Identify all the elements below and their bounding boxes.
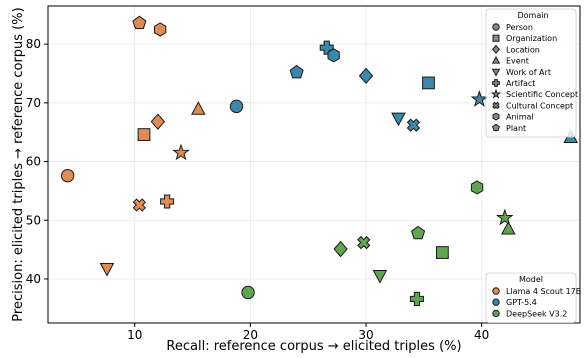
domain-legend-marker-event xyxy=(491,55,501,64)
data-point-llama-4-scout-17b-animal xyxy=(154,22,167,37)
domain-legend-label: Artifact xyxy=(506,79,535,88)
data-point-gpt-5-4-scientific-concept xyxy=(470,90,489,107)
domain-legend-label: Organization xyxy=(506,34,557,43)
plot-area xyxy=(47,5,581,324)
domain-legend-marker-plant xyxy=(492,123,500,132)
model-legend-label: Llama 4 Scout 17B xyxy=(506,287,581,296)
model-legend: Model Llama 4 Scout 17B GPT-5.4 DeepSeek V3… xyxy=(485,272,581,323)
domain-legend-label: Location xyxy=(506,45,540,54)
data-point-deepseek-v3-2-person xyxy=(241,285,255,300)
domain-legend-label: Scientific Concept xyxy=(506,90,578,99)
model-legend-marker-gpt-5-4 xyxy=(492,298,500,306)
x-tick-label: 40 xyxy=(474,328,489,342)
model-legend-box xyxy=(485,272,577,323)
domain-legend-label: Plant xyxy=(506,124,526,133)
data-point-gpt-5-4-plant xyxy=(289,64,304,79)
model-legend-label: GPT-5.4 xyxy=(506,298,537,307)
data-point-gpt-5-4-work-of-art xyxy=(391,112,406,127)
data-point-gpt-5-4-cultural-concept xyxy=(406,118,421,132)
data-point-deepseek-v3-2-scientific-concept xyxy=(496,208,514,226)
domain-legend-label: Cultural Concept xyxy=(506,101,573,110)
series-llama-4-scout-17b xyxy=(60,15,206,277)
x-tick-label: 10 xyxy=(127,328,142,342)
domain-legend-marker-scientific-concept xyxy=(490,88,502,99)
domain-legend-title: Domain xyxy=(517,11,548,20)
data-point-deepseek-v3-2-event xyxy=(500,220,516,235)
domain-legend-box xyxy=(485,8,577,138)
model-legend-label: DeepSeek V3.2 xyxy=(506,309,567,318)
data-point-llama-4-scout-17b-plant xyxy=(132,15,147,30)
x-tick-label: 20 xyxy=(243,328,258,342)
data-point-gpt-5-4-animal xyxy=(327,48,340,63)
domain-legend-marker-location xyxy=(491,44,501,54)
domain-legend-marker-person xyxy=(492,23,500,31)
y-tick-label: 80 xyxy=(26,37,41,51)
data-point-gpt-5-4-location xyxy=(358,67,374,85)
data-point-deepseek-v3-2-work-of-art xyxy=(372,269,388,284)
data-point-deepseek-v3-2-organization xyxy=(435,246,449,259)
axis-ticks: 10 20 30 40 40 50 60 70 80 xyxy=(26,37,490,342)
y-tick-label: 50 xyxy=(26,213,41,227)
data-point-llama-4-scout-17b-location xyxy=(150,113,166,130)
data-point-llama-4-scout-17b-person xyxy=(60,168,75,183)
data-point-deepseek-v3-2-animal xyxy=(470,180,484,195)
domain-legend: Domain Person Organization Location Event Wor… xyxy=(485,8,578,138)
domain-legend-label: Animal xyxy=(506,113,534,122)
data-point-deepseek-v3-2-plant xyxy=(411,225,426,240)
data-point-deepseek-v3-2-cultural-concept xyxy=(357,235,371,250)
data-points xyxy=(60,15,579,306)
model-legend-title: Model xyxy=(519,275,543,284)
domain-legend-marker-artifact xyxy=(492,79,500,87)
data-point-llama-4-scout-17b-cultural-concept xyxy=(132,198,147,212)
data-point-llama-4-scout-17b-scientific-concept xyxy=(172,143,190,161)
domain-legend-label: Event xyxy=(506,57,529,66)
data-point-deepseek-v3-2-location xyxy=(333,240,348,258)
y-axis-label: Precision: elicited triples → reference … xyxy=(11,7,26,321)
series-deepseek-v3-2 xyxy=(241,180,516,306)
domain-legend-label: Work of Art xyxy=(506,68,551,77)
data-point-llama-4-scout-17b-work-of-art xyxy=(99,262,115,277)
x-axis-label: Recall: reference corpus → elicited trip… xyxy=(166,339,461,354)
domain-legend-label: Person xyxy=(506,23,533,32)
y-tick-label: 40 xyxy=(26,272,41,286)
data-point-gpt-5-4-person xyxy=(229,99,244,114)
domain-legend-marker-organization xyxy=(492,34,500,42)
x-tick-label: 30 xyxy=(358,328,373,342)
y-tick-label: 60 xyxy=(26,155,41,169)
y-tick-label: 70 xyxy=(26,96,41,110)
domain-legend-marker-animal xyxy=(492,112,500,121)
model-legend-marker-deepseek-v3-2 xyxy=(492,309,500,318)
series-gpt-5-4 xyxy=(229,40,579,143)
model-legend-marker-llama-4-scout-17b xyxy=(492,287,500,295)
data-point-gpt-5-4-organization xyxy=(422,76,435,90)
data-point-llama-4-scout-17b-organization xyxy=(137,128,151,141)
data-point-llama-4-scout-17b-event xyxy=(191,101,206,115)
data-point-llama-4-scout-17b-artifact xyxy=(160,194,175,209)
domain-legend-marker-work-of-art xyxy=(491,68,501,77)
data-point-deepseek-v3-2-artifact xyxy=(409,291,424,306)
domain-legend-marker-cultural-concept xyxy=(492,101,500,110)
